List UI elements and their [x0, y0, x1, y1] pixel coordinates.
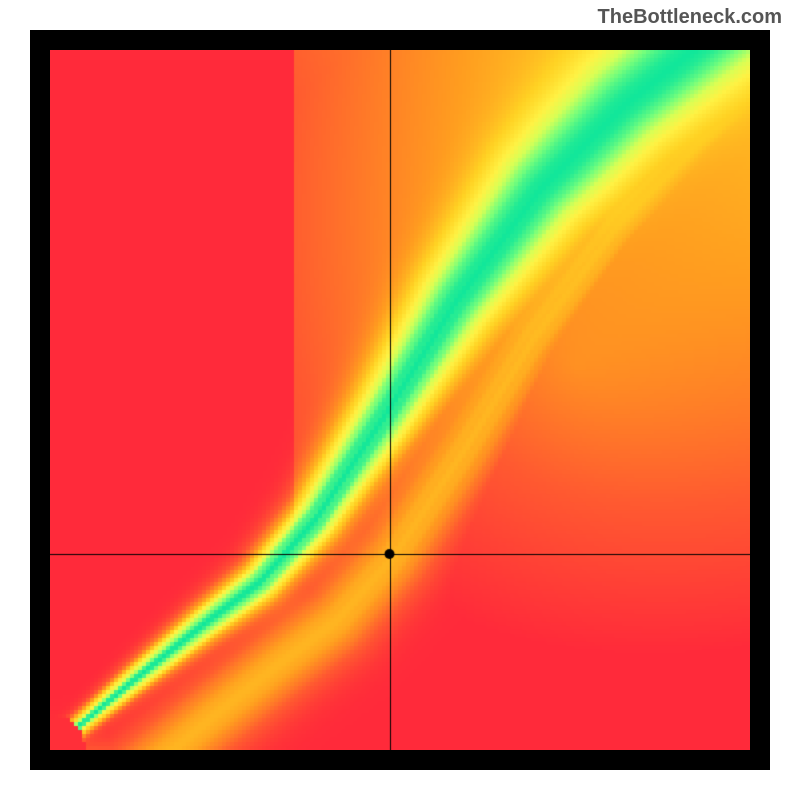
- attribution-label: TheBottleneck.com: [598, 6, 782, 29]
- heatmap-frame: [30, 30, 770, 770]
- bottleneck-heatmap: [50, 50, 750, 750]
- chart-container: TheBottleneck.com: [0, 0, 800, 800]
